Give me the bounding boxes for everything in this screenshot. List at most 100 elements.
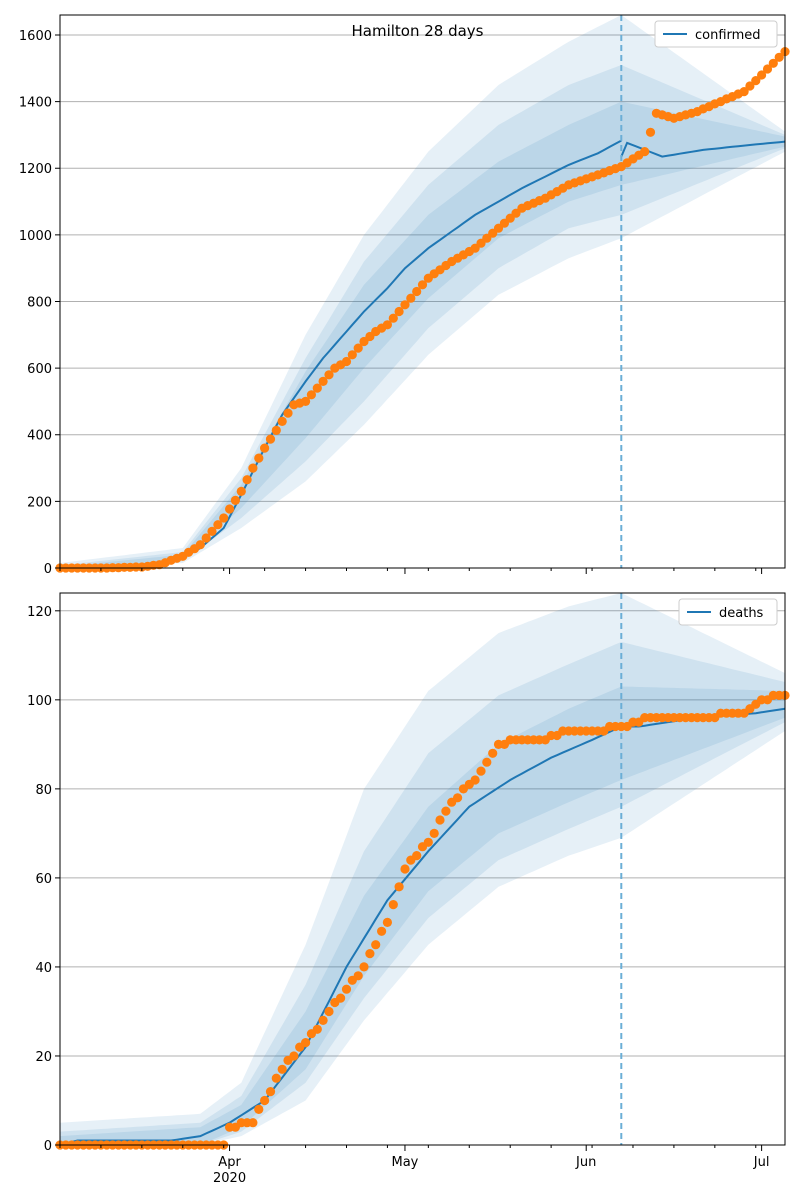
- observed-point: [371, 940, 381, 950]
- observed-point: [254, 453, 264, 463]
- observed-point: [260, 443, 270, 453]
- observed-point: [341, 356, 352, 367]
- observed-point: [236, 486, 246, 496]
- observed-point: [324, 1006, 334, 1017]
- observed-point: [400, 300, 410, 310]
- observed-point: [377, 926, 387, 936]
- observed-point: [406, 293, 416, 303]
- observed-point: [301, 396, 311, 406]
- legend-box: [654, 20, 778, 48]
- observed-point: [312, 1024, 322, 1034]
- y-tick-label: 0: [44, 562, 52, 577]
- observed-point: [388, 313, 398, 323]
- observed-point: [271, 1073, 281, 1083]
- observed-point: [757, 70, 767, 80]
- observed-point: [400, 864, 410, 874]
- observed-point: [768, 58, 778, 68]
- observed-point: [306, 390, 316, 400]
- observed-point: [482, 757, 492, 767]
- x-tick-label: Jul: [753, 1155, 770, 1170]
- observed-point: [248, 1118, 258, 1128]
- uncertainty-band: [60, 686, 785, 1145]
- observed-point: [412, 286, 422, 297]
- observed-point: [353, 971, 363, 981]
- y-tick-label: 600: [27, 362, 52, 377]
- observed-point: [195, 540, 205, 550]
- observed-point: [417, 280, 428, 290]
- y-tick-label: 80: [35, 783, 52, 798]
- x-tick-label: Jun: [575, 1155, 596, 1170]
- legend-label: confirmed: [695, 28, 761, 43]
- observed-point: [423, 837, 433, 847]
- y-tick-label: 0: [44, 1139, 52, 1154]
- observed-point: [265, 434, 276, 444]
- observed-point: [388, 900, 398, 910]
- observed-point: [324, 370, 334, 380]
- observed-point: [762, 64, 773, 74]
- y-tick-label: 60: [35, 872, 52, 887]
- chart-title: Hamilton 28 days: [351, 22, 483, 40]
- observed-point: [488, 748, 498, 758]
- observed-point: [453, 793, 463, 803]
- observed-point: [751, 76, 761, 86]
- y-tick-label: 1400: [19, 96, 52, 111]
- observed-point: [353, 343, 363, 353]
- observed-point: [312, 383, 322, 393]
- chart-panel-1: 0 200 400 600 800 1000 1200 1400 1600 Hamilton 28…: [19, 14, 790, 577]
- observed-point: [318, 376, 328, 386]
- y-tick-label: 400: [27, 429, 52, 444]
- y-tick-label: 20: [35, 1050, 52, 1065]
- observed-point: [242, 475, 252, 485]
- observed-point: [365, 949, 375, 959]
- legend-box: [678, 598, 778, 626]
- observed-point: [429, 828, 439, 839]
- observed-point: [201, 533, 211, 543]
- uncertainty-band: [60, 642, 785, 1145]
- observed-point: [277, 1064, 287, 1074]
- legend-label: deaths: [719, 606, 764, 621]
- y-tick-label: 100: [27, 694, 52, 709]
- observed-point: [476, 766, 486, 776]
- uncertainty-band: [60, 65, 785, 568]
- observed-point: [265, 1087, 276, 1097]
- observed-point: [739, 87, 749, 97]
- observed-point: [248, 463, 258, 473]
- observed-point: [230, 495, 240, 505]
- observed-point: [260, 1095, 270, 1106]
- observed-point: [289, 1051, 299, 1061]
- observed-point: [225, 504, 235, 514]
- x-tick-label: 2020: [213, 1171, 246, 1186]
- observed-point: [271, 425, 281, 435]
- observed-point: [318, 1015, 328, 1025]
- observed-point: [382, 917, 392, 928]
- observed-point: [412, 851, 422, 861]
- x-tick-label: May: [392, 1155, 419, 1170]
- plot-frame: [59, 592, 786, 1146]
- y-tick-label: 1200: [19, 162, 52, 177]
- observed-point: [441, 806, 451, 816]
- y-tick-label: 120: [27, 605, 52, 620]
- y-tick-label: 40: [35, 961, 52, 976]
- observed-point: [645, 127, 656, 137]
- observed-point: [277, 416, 287, 426]
- x-tick-label: Apr: [218, 1155, 241, 1170]
- uncertainty-band: [60, 15, 785, 568]
- y-tick-label: 1000: [19, 229, 52, 244]
- observed-point: [394, 882, 404, 892]
- y-tick-label: 1600: [19, 29, 52, 44]
- observed-point: [347, 350, 357, 360]
- observed-point: [394, 306, 404, 317]
- observed-point: [774, 52, 784, 62]
- observed-point: [254, 1104, 264, 1114]
- observed-point: [341, 984, 352, 994]
- plot-frame: [59, 14, 786, 569]
- observed-point: [301, 1038, 311, 1048]
- observed-point: [336, 993, 346, 1003]
- observed-point: [219, 513, 229, 523]
- observed-point: [207, 526, 217, 537]
- observed-point: [745, 81, 755, 91]
- observed-point: [435, 815, 445, 825]
- observed-point: [213, 520, 223, 530]
